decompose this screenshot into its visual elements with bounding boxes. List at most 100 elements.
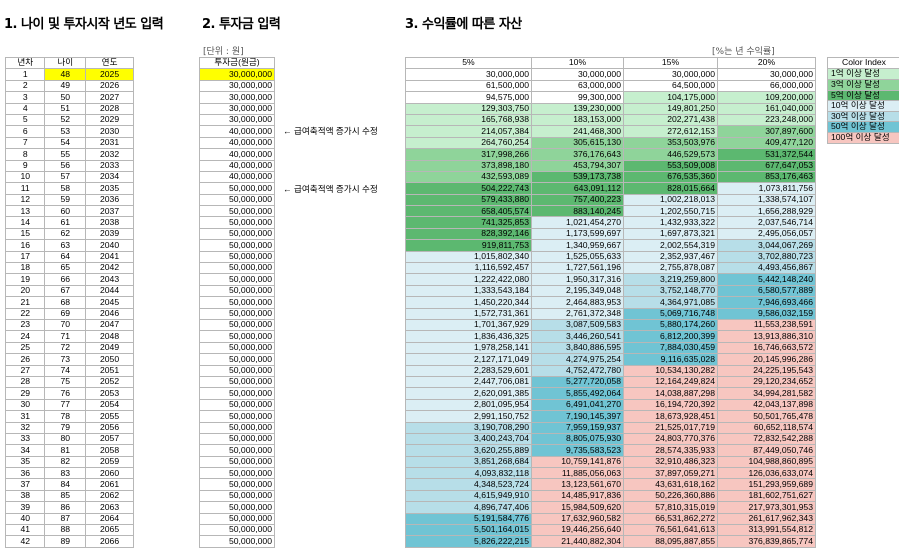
age-cell[interactable]: 48 xyxy=(44,68,87,81)
principal-cell[interactable]: 50,000,000 xyxy=(199,250,275,264)
asset-value-cell: 202,271,438 xyxy=(623,113,718,127)
principal-table: 투자금(원금) 30,000,000 30,000,000 30,000,000 30… xyxy=(199,56,275,548)
table-row: 40,000,000 xyxy=(199,148,275,161)
age-cell: 80 xyxy=(44,432,87,446)
principal-cell[interactable]: 50,000,000 xyxy=(199,421,275,434)
principal-cell[interactable]: 50,000,000 xyxy=(199,398,275,412)
asset-value-cell: 4,274,975,254 xyxy=(531,353,624,366)
principal-cell[interactable]: 50,000,000 xyxy=(199,193,275,207)
age-cell: 87 xyxy=(44,512,87,526)
principal-cell[interactable]: 50,000,000 xyxy=(199,182,275,195)
principal-cell[interactable]: 50,000,000 xyxy=(199,523,275,537)
principal-cell[interactable]: 50,000,000 xyxy=(199,432,275,446)
principal-cell[interactable]: 50,000,000 xyxy=(199,410,275,423)
principal-cell[interactable]: 40,000,000 xyxy=(199,136,275,150)
table-row: 50,000,000 xyxy=(199,227,275,241)
table-row: 1,701,367,929 3,087,509,583 5,880,174,260 1… xyxy=(405,318,816,332)
asset-value-cell: 5,277,720,058 xyxy=(531,375,624,389)
legend-row: 5억 이상 달성 xyxy=(827,89,899,102)
year-cell: 2049 xyxy=(85,341,134,355)
asset-value-cell: 2,283,529,601 xyxy=(405,364,532,377)
principal-cell[interactable]: 50,000,000 xyxy=(199,239,275,252)
principal-cell[interactable]: 50,000,000 xyxy=(199,341,275,355)
asset-value-cell: 5,501,164,015 xyxy=(405,523,532,537)
table-row: 129,303,750 139,230,000 149,801,250 161,040… xyxy=(405,102,816,115)
principal-cell[interactable]: 30,000,000 xyxy=(199,79,275,93)
principal-cell[interactable]: 50,000,000 xyxy=(199,307,275,321)
asset-value-cell: 677,647,053 xyxy=(717,159,816,172)
asset-value-cell: 3,219,259,800 xyxy=(623,273,718,286)
principal-cell[interactable]: 50,000,000 xyxy=(199,262,275,275)
principal-cell[interactable]: 40,000,000 xyxy=(199,148,275,161)
principal-cell[interactable]: 50,000,000 xyxy=(199,364,275,377)
principal-cell[interactable]: 50,000,000 xyxy=(199,227,275,241)
principal-cell[interactable]: 50,000,000 xyxy=(199,375,275,389)
asset-value-cell: 1,202,550,715 xyxy=(623,205,718,218)
table-row: 50,000,000 xyxy=(199,489,275,503)
principal-cell[interactable]: 50,000,000 xyxy=(199,387,275,400)
table-row: 1,572,731,361 2,761,372,348 5,069,716,748 9… xyxy=(405,307,816,321)
legend-row: 10억 이상 달성 xyxy=(827,100,899,112)
year-cell: 2055 xyxy=(85,410,134,423)
table-row: 2,127,171,049 4,274,975,254 9,116,635,028 2… xyxy=(405,353,816,366)
year-index-cell: 8 xyxy=(4,148,46,161)
asset-value-cell: 61,500,000 xyxy=(405,79,532,93)
asset-value-cell: 30,000,000 xyxy=(531,68,624,81)
principal-cell[interactable]: 30,000,000 xyxy=(199,91,275,104)
year-index-cell: 33 xyxy=(4,432,46,446)
year-cell[interactable]: 2025 xyxy=(85,68,134,81)
asset-value-cell: 30,000,000 xyxy=(623,68,718,81)
principal-cell[interactable]: 50,000,000 xyxy=(199,455,275,469)
year-cell: 2058 xyxy=(85,444,134,457)
principal-cell[interactable]: 50,000,000 xyxy=(199,478,275,491)
year-index-cell: 11 xyxy=(4,182,46,195)
table-row: 3,190,708,290 7,959,159,937 21,525,017,719… xyxy=(405,421,816,434)
asset-value-cell: 50,501,765,478 xyxy=(717,410,816,423)
principal-cell[interactable]: 50,000,000 xyxy=(199,467,275,480)
year-cell: 2043 xyxy=(85,273,134,286)
principal-cell[interactable]: 50,000,000 xyxy=(199,489,275,503)
table-row: 1 48 2025 xyxy=(4,68,134,81)
principal-cell[interactable]: 30,000,000 xyxy=(199,113,275,127)
principal-cell[interactable]: 30,000,000 xyxy=(199,68,275,81)
asset-value-cell: 1,173,599,697 xyxy=(531,227,624,241)
table-row: 50,000,000 xyxy=(199,364,275,377)
table-row: 919,811,753 1,340,959,667 2,002,554,319 3,0… xyxy=(405,239,816,252)
asset-value-cell: 99,300,000 xyxy=(531,91,624,104)
table-row: 12 59 2036 xyxy=(4,193,134,207)
asset-value-cell: 2,495,056,057 xyxy=(717,227,816,241)
asset-value-cell: 3,702,880,723 xyxy=(717,250,816,264)
age-cell: 86 xyxy=(44,501,87,514)
principal-cell[interactable]: 50,000,000 xyxy=(199,501,275,514)
principal-cell[interactable]: 40,000,000 xyxy=(199,170,275,184)
year-index-cell: 5 xyxy=(4,113,46,127)
principal-cell[interactable]: 50,000,000 xyxy=(199,284,275,298)
principal-cell[interactable]: 50,000,000 xyxy=(199,273,275,286)
asset-value-cell: 376,176,643 xyxy=(531,148,624,161)
year-cell: 2044 xyxy=(85,284,134,298)
asset-value-cell: 6,491,041,270 xyxy=(531,398,624,412)
principal-cell[interactable]: 50,000,000 xyxy=(199,318,275,332)
asset-value-cell: 15,984,509,620 xyxy=(531,501,624,514)
principal-cell[interactable]: 30,000,000 xyxy=(199,102,275,115)
principal-cell[interactable]: 50,000,000 xyxy=(199,535,275,548)
principal-cell[interactable]: 40,000,000 xyxy=(199,125,275,138)
principal-cell[interactable]: 50,000,000 xyxy=(199,353,275,366)
year-cell: 2033 xyxy=(85,159,134,172)
age-cell: 89 xyxy=(44,535,87,548)
principal-cell[interactable]: 50,000,000 xyxy=(199,444,275,457)
table-row: 25 72 2049 xyxy=(4,341,134,355)
asset-value-cell: 37,897,059,271 xyxy=(623,467,718,480)
principal-cell[interactable]: 50,000,000 xyxy=(199,296,275,309)
principal-cell[interactable]: 50,000,000 xyxy=(199,205,275,218)
principal-cell[interactable]: 50,000,000 xyxy=(199,512,275,526)
principal-cell[interactable]: 40,000,000 xyxy=(199,159,275,172)
table-row: 7 54 2031 xyxy=(4,136,134,150)
asset-value-cell: 94,575,000 xyxy=(405,91,532,104)
principal-cell[interactable]: 50,000,000 xyxy=(199,330,275,343)
asset-value-cell: 129,303,750 xyxy=(405,102,532,115)
table-row: 5,501,164,015 19,446,256,640 76,561,641,61… xyxy=(405,523,816,537)
principal-cell[interactable]: 50,000,000 xyxy=(199,216,275,229)
header-age: 나이 xyxy=(44,56,87,70)
table-row: 828,392,146 1,173,599,697 1,697,873,321 2,4… xyxy=(405,227,816,241)
